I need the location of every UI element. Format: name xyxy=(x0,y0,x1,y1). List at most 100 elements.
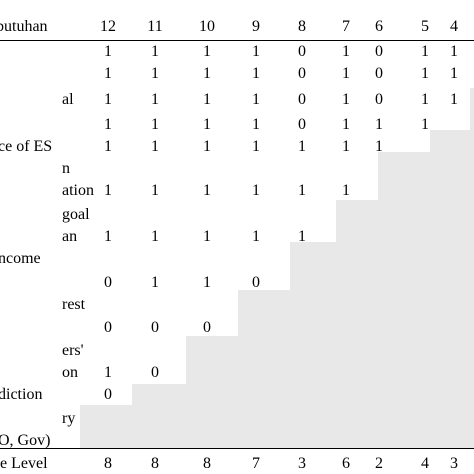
matrix-cell: 1 xyxy=(252,91,260,108)
matrix-cell: 1 xyxy=(342,116,350,133)
footer-value: 4 xyxy=(421,455,429,472)
column-header: 9 xyxy=(252,18,260,35)
row-label: al xyxy=(62,91,74,108)
column-header: 6 xyxy=(375,18,383,35)
matrix-cell: 1 xyxy=(252,65,260,82)
matrix-cell: 1 xyxy=(450,91,458,108)
row-label: an xyxy=(62,228,78,245)
column-header: 10 xyxy=(199,18,215,35)
row-label: ncome xyxy=(0,250,41,267)
matrix-cell: 1 xyxy=(342,65,350,82)
column-header: 8 xyxy=(298,18,306,35)
row-label: ry xyxy=(62,410,76,427)
matrix-cell: 1 xyxy=(342,138,350,155)
matrix-cell: 1 xyxy=(203,274,211,291)
matrix-cell: 1 xyxy=(421,116,429,133)
matrix-cell: 1 xyxy=(203,91,211,108)
footer-value: 7 xyxy=(252,455,260,472)
row-label: n xyxy=(62,160,70,177)
footer-rule xyxy=(0,448,474,449)
matrix-cell: 1 xyxy=(203,228,211,245)
matrix-cell: 1 xyxy=(151,43,159,60)
matrix-cell: 0 xyxy=(104,386,112,403)
matrix-cell: 0 xyxy=(104,319,112,336)
matrix-cell: 1 xyxy=(151,91,159,108)
matrix-cell: 1 xyxy=(104,65,112,82)
matrix-cell: 1 xyxy=(375,116,383,133)
matrix-cell: 1 xyxy=(252,116,260,133)
matrix-cell: 1 xyxy=(104,228,112,245)
footer-value: 2 xyxy=(375,455,383,472)
matrix-cell: 0 xyxy=(151,319,159,336)
matrix-cell: 1 xyxy=(104,138,112,155)
matrix-cell: 0 xyxy=(104,274,112,291)
footer-value: 3 xyxy=(298,455,306,472)
matrix-cell: 1 xyxy=(450,43,458,60)
column-header: 5 xyxy=(421,18,429,35)
matrix-cell: 0 xyxy=(298,91,306,108)
column-header: 11 xyxy=(147,18,163,35)
matrix-cell: 1 xyxy=(450,65,458,82)
matrix-cell: 1 xyxy=(151,182,159,199)
matrix-cell: 1 xyxy=(151,65,159,82)
footer-value: 6 xyxy=(342,455,350,472)
matrix-cell: 1 xyxy=(104,182,112,199)
matrix-cell: 1 xyxy=(151,228,159,245)
matrix-cell: 1 xyxy=(252,228,260,245)
staircase-step xyxy=(470,88,474,448)
matrix-cell: 1 xyxy=(203,182,211,199)
row-label: diction xyxy=(0,386,43,403)
matrix-cell: 1 xyxy=(298,182,306,199)
matrix-cell: 1 xyxy=(151,274,159,291)
matrix-cell: 1 xyxy=(252,182,260,199)
footer-value: 3 xyxy=(450,455,458,472)
matrix-cell: 0 xyxy=(298,43,306,60)
row-label: ce of ES xyxy=(0,138,53,155)
matrix-cell: 1 xyxy=(421,91,429,108)
header-label: butuhan xyxy=(0,18,48,35)
matrix-cell: 1 xyxy=(252,43,260,60)
matrix-cell: 0 xyxy=(298,116,306,133)
row-label: rest xyxy=(62,296,86,313)
matrix-cell: 0 xyxy=(375,65,383,82)
matrix-cell: 1 xyxy=(203,116,211,133)
staircase-step xyxy=(430,130,474,448)
footer-value: 8 xyxy=(104,455,112,472)
matrix-cell: 1 xyxy=(342,91,350,108)
column-header: 12 xyxy=(100,18,116,35)
matrix-cell: 1 xyxy=(104,43,112,60)
row-label: on xyxy=(62,364,78,381)
matrix-cell: 1 xyxy=(342,43,350,60)
matrix-cell: 0 xyxy=(298,65,306,82)
matrix-cell: 0 xyxy=(151,364,159,381)
row-label: goal xyxy=(62,206,90,223)
matrix-cell: 1 xyxy=(421,65,429,82)
matrix-cell: 1 xyxy=(203,43,211,60)
matrix-cell: 1 xyxy=(252,138,260,155)
footer-label: e Level xyxy=(0,455,48,472)
matrix-cell: 0 xyxy=(375,43,383,60)
matrix-cell: 0 xyxy=(252,274,260,291)
matrix-cell: 1 xyxy=(151,116,159,133)
header-rule xyxy=(0,40,474,41)
row-label: ers' xyxy=(62,342,84,359)
matrix-cell: 1 xyxy=(421,43,429,60)
matrix-cell: 0 xyxy=(375,91,383,108)
column-header: 4 xyxy=(450,18,458,35)
matrix-cell: 1 xyxy=(298,228,306,245)
matrix-cell: 1 xyxy=(151,138,159,155)
matrix-cell: 1 xyxy=(203,65,211,82)
row-label: ation xyxy=(62,182,94,199)
column-header: 7 xyxy=(342,18,350,35)
matrix-cell: 1 xyxy=(104,116,112,133)
matrix-cell: 1 xyxy=(104,364,112,381)
matrix-cell: 0 xyxy=(203,319,211,336)
footer-value: 8 xyxy=(203,455,211,472)
matrix-cell: 1 xyxy=(203,138,211,155)
row-label: O, Gov) xyxy=(0,432,51,449)
matrix-cell: 1 xyxy=(298,138,306,155)
matrix-cell: 1 xyxy=(375,138,383,155)
matrix-cell: 1 xyxy=(342,182,350,199)
matrix-cell: 1 xyxy=(104,91,112,108)
